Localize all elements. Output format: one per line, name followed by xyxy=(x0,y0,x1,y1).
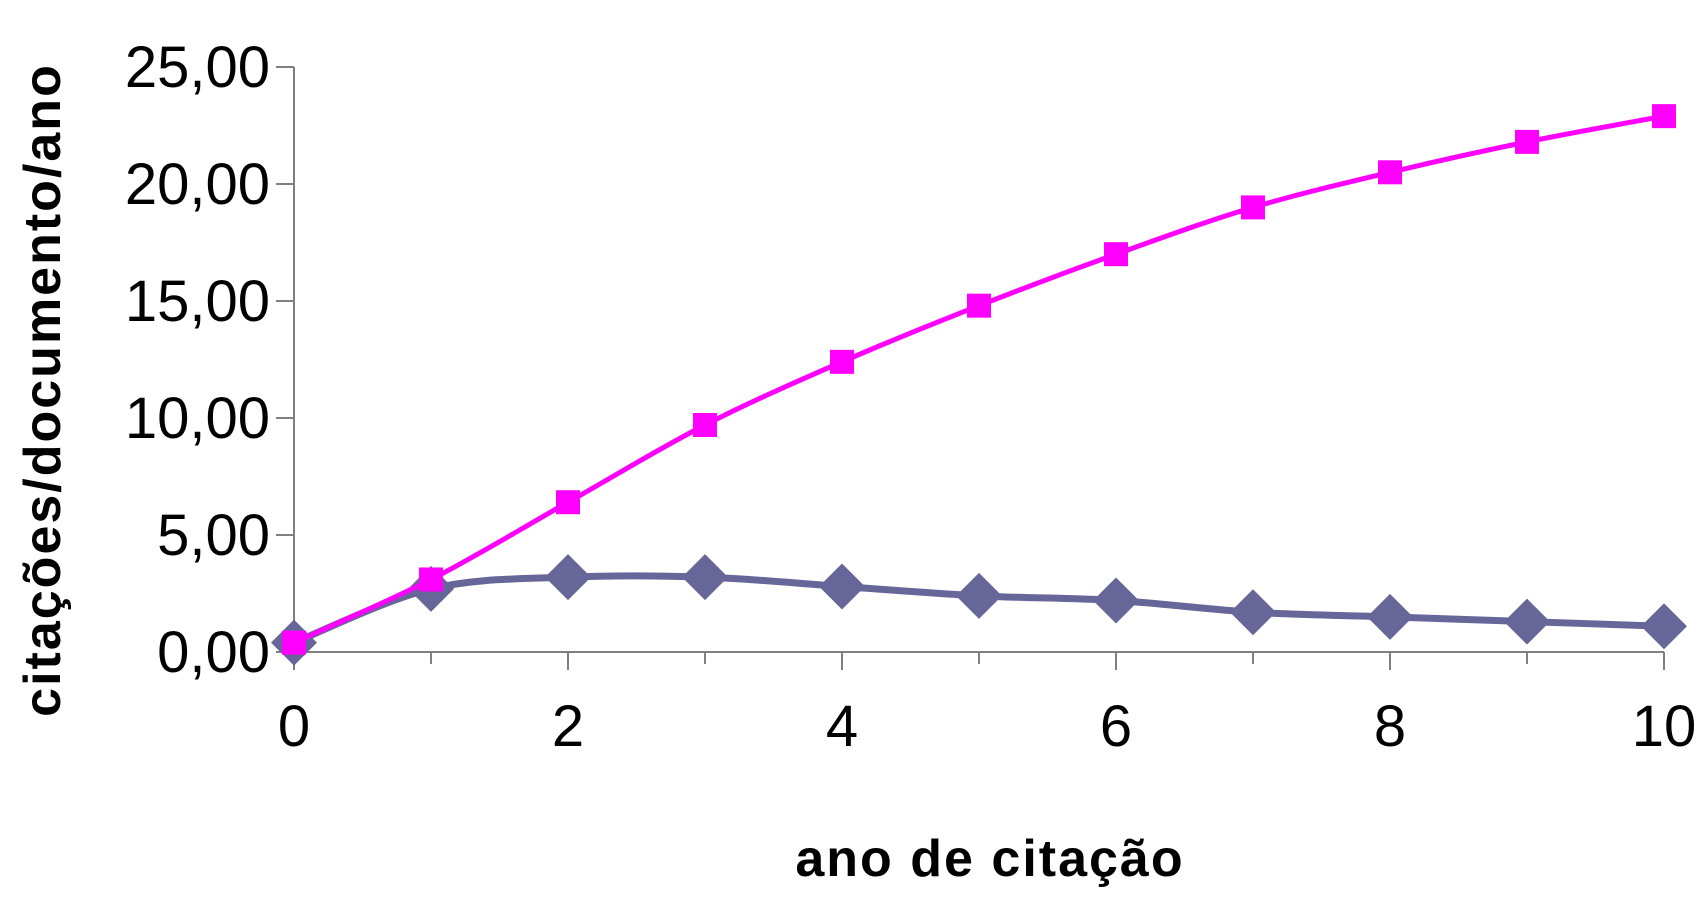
series-2-line xyxy=(292,113,1665,645)
x-tick-label: 10 xyxy=(1632,694,1697,759)
series-2 xyxy=(282,104,1676,655)
y-tick-label: 20,00 xyxy=(125,152,270,217)
series-1-point xyxy=(1230,589,1276,636)
series-1-point xyxy=(1641,603,1687,650)
series-1-point xyxy=(1093,577,1139,624)
series-2-point xyxy=(967,293,991,318)
series-2-point xyxy=(693,413,717,438)
series-2-point xyxy=(1241,195,1265,220)
axes xyxy=(276,66,1665,670)
series-1-point xyxy=(545,554,591,601)
series-2-point xyxy=(1104,242,1128,267)
x-tick-label: 2 xyxy=(552,694,584,759)
y-tick-label: 10,00 xyxy=(125,386,270,451)
series-1-point xyxy=(682,554,728,601)
series-1 xyxy=(271,554,1687,666)
x-tick-label: 0 xyxy=(278,694,310,759)
series-2-point xyxy=(1515,129,1539,154)
x-tick-label: 8 xyxy=(1374,694,1406,759)
labels: 0,00 5,00 10,00 15,00 20,00 25,00 0 2 4 6 8 10 xyxy=(125,35,1696,759)
series-2-point xyxy=(830,349,854,374)
y-tick-label: 25,00 xyxy=(125,35,270,100)
series-2-point xyxy=(419,567,443,592)
series-1-point xyxy=(956,572,1002,619)
series-layer xyxy=(271,104,1687,666)
x-tick-label: 4 xyxy=(826,694,858,759)
series-2-point xyxy=(1378,160,1402,185)
series-1-point xyxy=(1367,593,1413,640)
series-1-point xyxy=(1504,598,1550,645)
series-2-point xyxy=(282,630,306,655)
y-tick-label: 0,00 xyxy=(157,620,270,685)
x-axis-title: ano de citação xyxy=(795,830,1184,888)
y-axis-title: citações/documento/ano xyxy=(14,63,72,717)
series-2-point xyxy=(1652,104,1676,129)
series-1-point xyxy=(819,563,865,610)
y-tick-label: 15,00 xyxy=(125,269,270,334)
x-tick-label: 6 xyxy=(1100,694,1132,759)
y-tick-label: 5,00 xyxy=(157,503,270,568)
series-2-point xyxy=(556,490,580,515)
